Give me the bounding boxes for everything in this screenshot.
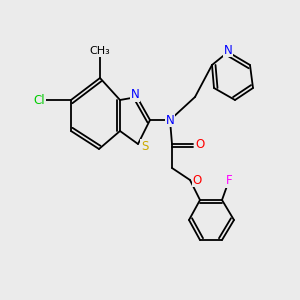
Text: N: N bbox=[130, 88, 140, 101]
Text: N: N bbox=[224, 44, 232, 56]
Text: F: F bbox=[226, 175, 232, 188]
Text: O: O bbox=[192, 173, 202, 187]
Text: CH₃: CH₃ bbox=[90, 46, 110, 56]
Text: Cl: Cl bbox=[33, 94, 45, 106]
Text: S: S bbox=[141, 140, 149, 152]
Text: N: N bbox=[166, 113, 174, 127]
Text: O: O bbox=[195, 139, 205, 152]
